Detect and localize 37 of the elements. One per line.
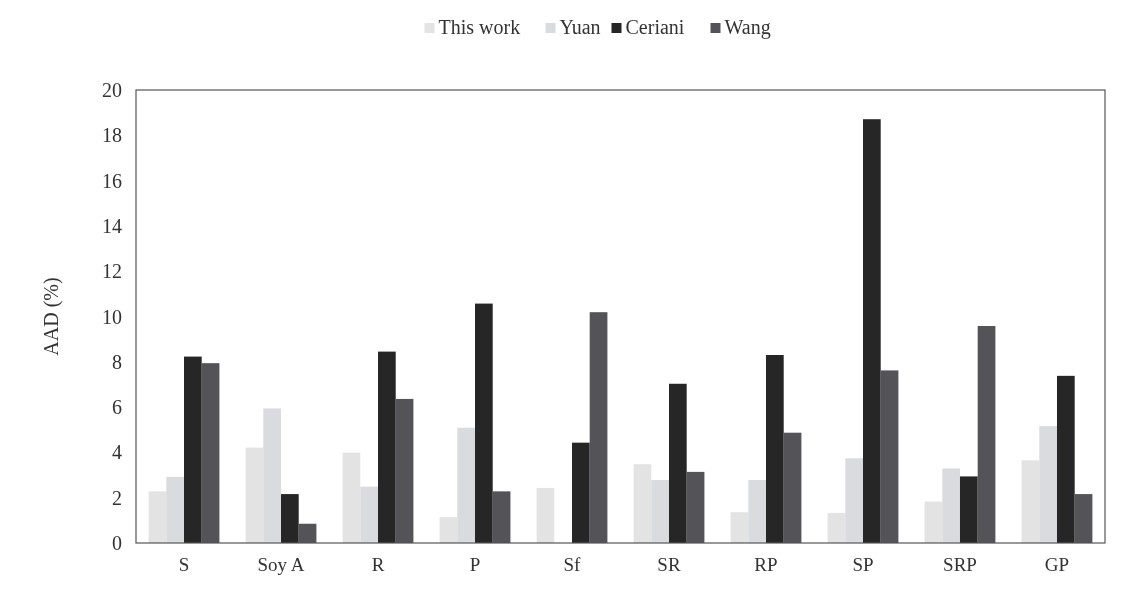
x-tick-label: SRP xyxy=(943,554,977,575)
bar xyxy=(475,303,493,543)
x-tick-label: Sf xyxy=(563,554,582,575)
y-tick-label: 14 xyxy=(102,214,122,237)
x-tick-label: GP xyxy=(1044,554,1070,575)
y-tick-label: 16 xyxy=(102,169,122,192)
y-tick-label: 2 xyxy=(112,486,122,509)
y-tick-label: 10 xyxy=(102,305,122,328)
y-tick-label: 6 xyxy=(112,396,122,419)
bar xyxy=(669,383,687,543)
y-tick-label: 4 xyxy=(112,441,122,464)
bar xyxy=(378,351,396,543)
y-tick-label: 12 xyxy=(102,260,122,283)
bar xyxy=(766,355,784,543)
x-tick-label: P xyxy=(469,554,481,575)
bar xyxy=(536,487,555,543)
y-tick-label: 18 xyxy=(102,124,122,147)
x-tick-label: RP xyxy=(754,554,778,575)
legend-label: Ceriani xyxy=(625,16,685,38)
y-tick-label: 0 xyxy=(112,532,122,554)
bar xyxy=(184,356,202,543)
legend-label: Yuan xyxy=(559,16,601,38)
y-tick-label: 8 xyxy=(112,350,122,373)
x-tick-label: Soy A xyxy=(257,554,305,575)
legend-label: Wang xyxy=(724,16,771,39)
bar xyxy=(572,442,590,543)
y-tick-label: 20 xyxy=(102,79,122,101)
legend-label: This work xyxy=(438,16,521,38)
x-tick-label: SP xyxy=(852,554,874,575)
bar xyxy=(281,494,299,543)
bar xyxy=(862,119,881,543)
x-tick-label: R xyxy=(371,554,385,575)
bar xyxy=(1056,375,1075,543)
x-tick-label: S xyxy=(178,554,190,575)
y-axis-title: AAD (%) xyxy=(40,277,63,356)
x-tick-label: SR xyxy=(657,554,681,575)
bar xyxy=(959,476,978,543)
